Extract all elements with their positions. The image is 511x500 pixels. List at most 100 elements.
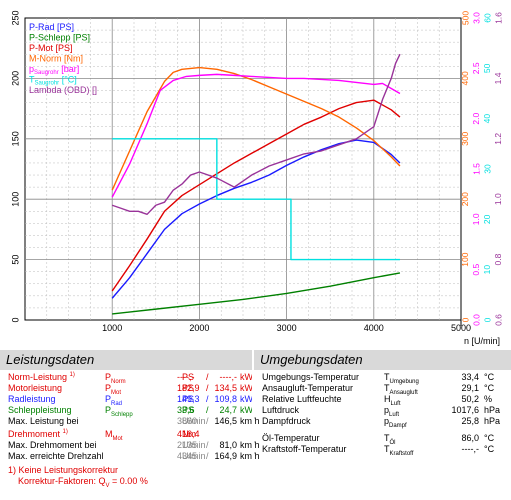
row-unit-2: km/h bbox=[240, 416, 260, 426]
env-value: 86,0 bbox=[461, 433, 479, 443]
series-line bbox=[111, 99, 401, 292]
row-label: Max. erreichte Drehzahl bbox=[8, 451, 104, 461]
env-value: 25,8 bbox=[461, 416, 479, 426]
row-symbol: PMot bbox=[105, 383, 122, 396]
left-tick-label: 100 bbox=[10, 192, 20, 207]
series-line bbox=[111, 73, 401, 198]
env-label: Kraftstoff-Temperatur bbox=[262, 444, 347, 454]
row-unit-1: Nm bbox=[182, 429, 196, 439]
footnote-2: Korrektur-Faktoren: QV = 0.00 % bbox=[18, 476, 148, 489]
row-label: Radleistung bbox=[8, 394, 56, 404]
x-tick-label: 2000 bbox=[189, 323, 209, 333]
row-unit-2: km/h bbox=[240, 440, 260, 450]
legend-entry: P-Rad [PS] bbox=[29, 22, 74, 32]
env-value: 50,2 bbox=[461, 394, 479, 404]
row-separator: / bbox=[206, 405, 209, 415]
env-label: Relative Luftfeuchte bbox=[262, 394, 342, 404]
row-unit-1: U/min bbox=[182, 451, 206, 461]
left-tick-label: 200 bbox=[10, 71, 20, 86]
row-symbol: PRad bbox=[105, 394, 123, 407]
env-value: 33,4 bbox=[461, 372, 479, 382]
footnote-prefix: Korrektur-Faktoren: Q bbox=[18, 476, 106, 486]
row-label: Max. Drehmoment bei bbox=[8, 440, 97, 450]
right-tick-label: 0 bbox=[460, 317, 470, 322]
env-label: Ansaugluft-Temperatur bbox=[262, 383, 354, 393]
right-tick-label: 500 bbox=[460, 11, 470, 25]
env-value: 1017,6 bbox=[451, 405, 479, 415]
row-unit-1: PS bbox=[182, 394, 195, 404]
legend-entry: M-Norm [Nm] bbox=[29, 54, 83, 64]
row-unit-1: PS bbox=[182, 405, 195, 415]
series-line bbox=[111, 139, 401, 299]
env-symbol: TAnsaugluft bbox=[384, 383, 418, 396]
row-separator: / bbox=[206, 372, 209, 382]
right-tick-label: 2.5 bbox=[471, 62, 481, 74]
data-panels: Leistungsdaten Umgebungsdaten Norm-Leist… bbox=[0, 350, 511, 500]
env-symbol: TKraftstoff bbox=[384, 444, 414, 457]
series-line bbox=[112, 138, 400, 261]
x-tick-label: 1000 bbox=[102, 323, 122, 333]
right-tick-label: 1.5 bbox=[471, 163, 481, 175]
right-tick-label: 10 bbox=[482, 265, 492, 275]
env-label: Dampfdruck bbox=[262, 416, 311, 426]
left-tick-label: 0 bbox=[10, 317, 20, 322]
left-panel-title: Leistungsdaten bbox=[0, 350, 252, 370]
chart-legend: P-Rad [PS]P-Schlepp [PS]P-Mot [PS]M-Norm… bbox=[29, 22, 97, 95]
right-tick-label: 0.0 bbox=[471, 314, 481, 326]
right-tick-label: 40 bbox=[482, 114, 492, 124]
row-symbol: PNorm bbox=[105, 372, 126, 385]
env-unit: % bbox=[484, 394, 493, 404]
x-axis-label: n [U/min] bbox=[464, 336, 500, 346]
row-unit-2: kW bbox=[240, 394, 253, 404]
row-separator: / bbox=[206, 416, 209, 426]
row-separator: / bbox=[206, 394, 209, 404]
legend-entry: P-Mot [PS] bbox=[29, 43, 73, 53]
right-tick-label: 1.0 bbox=[471, 213, 481, 225]
row-unit-2: km/h bbox=[240, 451, 260, 461]
right-tick-label: 400 bbox=[460, 71, 470, 85]
env-unit: hPa bbox=[484, 416, 501, 426]
env-value: 29,1 bbox=[461, 383, 479, 393]
env-unit: °C bbox=[484, 433, 495, 443]
panel-divider bbox=[252, 350, 254, 500]
row-label: Drehmoment 1) bbox=[8, 429, 68, 439]
right-tick-label: 200 bbox=[460, 192, 470, 206]
legend-entry: Lambda (OBD) [] bbox=[29, 85, 97, 95]
chart-series bbox=[111, 53, 401, 315]
row-value-2: 134,5 bbox=[214, 383, 237, 393]
plot-frame bbox=[24, 17, 462, 321]
row-separator: / bbox=[206, 383, 209, 393]
right-tick-label: 50 bbox=[482, 63, 492, 73]
x-tick-label: 3000 bbox=[277, 323, 297, 333]
row-separator: / bbox=[206, 451, 209, 461]
right-tick-label: 30 bbox=[482, 164, 492, 174]
row-value-2: 146,5 bbox=[214, 416, 237, 426]
row-symbol: PSchlepp bbox=[105, 405, 133, 418]
row-unit-1: PS bbox=[182, 383, 195, 393]
env-label: Luftdruck bbox=[262, 405, 300, 415]
env-value: ----,- bbox=[461, 444, 480, 454]
legend-entry: P-Schlepp [PS] bbox=[29, 33, 90, 43]
right-tick-label: 100 bbox=[460, 252, 470, 266]
env-unit: °C bbox=[484, 383, 495, 393]
left-tick-label: 150 bbox=[10, 131, 20, 146]
right-tick-label: 0.6 bbox=[493, 314, 503, 326]
footnote-1: 1) Keine Leistungskorrektur bbox=[8, 465, 118, 475]
right-tick-label: 2.0 bbox=[471, 112, 481, 124]
right-tick-label: 1.2 bbox=[493, 133, 503, 145]
env-label: Öl-Temperatur bbox=[262, 433, 320, 443]
left-tick-label: 50 bbox=[10, 255, 20, 265]
right-tick-label: 1.0 bbox=[493, 193, 503, 205]
right-tick-label: 1.6 bbox=[493, 12, 503, 24]
row-label: Norm-Leistung 1) bbox=[8, 372, 75, 382]
row-unit-1: PS bbox=[182, 372, 195, 382]
row-value-2: 109,8 bbox=[214, 394, 237, 404]
env-unit: °C bbox=[484, 372, 495, 382]
row-symbol: MMot bbox=[105, 429, 123, 442]
legend-entry: TSaugrohr [°C] bbox=[29, 75, 77, 87]
footnote-sub: V bbox=[105, 482, 110, 489]
env-unit: °C bbox=[484, 444, 495, 454]
legend-entry: pSaugrohr [bar] bbox=[29, 64, 79, 76]
